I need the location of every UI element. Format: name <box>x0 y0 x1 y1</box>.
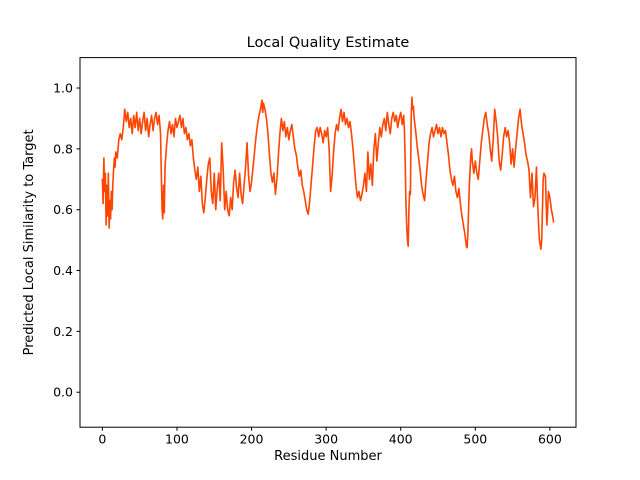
x-tick-label: 500 <box>463 432 487 447</box>
y-tick-label: 1.0 <box>53 81 73 96</box>
x-tick-label: 300 <box>314 432 338 447</box>
y-tick-label: 0.6 <box>53 202 73 217</box>
plot-frame <box>79 57 577 428</box>
x-axis-label: Residue Number <box>274 449 382 464</box>
y-tick-label: 0.0 <box>53 385 73 400</box>
y-tick-label: 0.4 <box>53 263 73 278</box>
x-tick-label: 200 <box>240 432 264 447</box>
x-tick-label: 0 <box>98 432 106 447</box>
y-tick-label: 0.8 <box>53 141 73 156</box>
plot-area: 0 100 200 300 400 500 600 0.0 0.2 0.4 0.6 0.8 1.0 <box>53 57 577 447</box>
data-line <box>101 96 555 251</box>
chart-title: Local Quality Estimate <box>247 35 410 51</box>
y-tick-label: 0.2 <box>53 324 73 339</box>
y-axis-label: Predicted Local Similarity to Target <box>22 129 37 355</box>
x-tick-label: 600 <box>538 432 562 447</box>
x-tick-label: 400 <box>389 432 413 447</box>
x-tick-label: 100 <box>165 432 189 447</box>
